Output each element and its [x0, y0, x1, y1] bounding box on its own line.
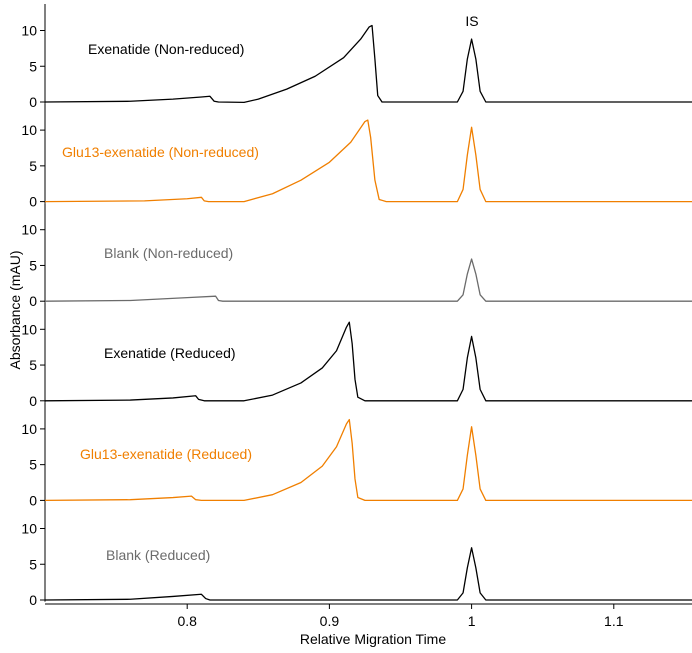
y-tick-label: 10	[21, 421, 37, 437]
panel-2: 0 5 10 Glu13-exenatide (Non-reduced)	[21, 103, 692, 210]
y-tick-label: 0	[29, 592, 37, 608]
panel-3: 0 5 10 Blank (Non-reduced)	[21, 203, 692, 309]
x-axis: 0.8 0.9 1 1.1	[45, 603, 692, 629]
x-tick-label: 0.8	[177, 613, 197, 629]
y-tick-label: 10	[21, 222, 37, 238]
y-tick-label: 0	[29, 194, 37, 210]
x-axis-label: Relative Migration Time	[300, 631, 446, 647]
is-peak-label: IS	[465, 13, 478, 29]
panel-label: Glu13-exenatide (Reduced)	[80, 446, 252, 462]
series-line	[44, 258, 692, 302]
panel-label: Glu13-exenatide (Non-reduced)	[62, 144, 259, 160]
panel-4: 0 5 10 Exenatide (Reduced)	[21, 302, 692, 409]
series-line	[44, 547, 692, 601]
x-tick-label: 1.1	[604, 613, 624, 629]
panel-label: Exenatide (Non-reduced)	[88, 41, 244, 57]
y-tick-label: 10	[21, 23, 37, 39]
y-tick-label: 0	[29, 293, 37, 309]
y-tick-label: 5	[29, 158, 37, 174]
panel-label: Blank (Reduced)	[106, 547, 210, 563]
series-line	[44, 119, 692, 203]
series-line	[44, 321, 692, 402]
y-tick-label: 10	[21, 521, 37, 537]
panel-6: 0 5 10 Blank (Reduced)	[21, 502, 692, 608]
y-axis-label: Absorbance (mAU)	[7, 250, 23, 369]
y-tick-label: 0	[29, 393, 37, 409]
y-tick-label: 5	[29, 357, 37, 373]
y-tick-label: 10	[21, 321, 37, 337]
panel-1: 0 5 10 Exenatide (Non-reduced)	[21, 4, 692, 110]
panel-label: Exenatide (Reduced)	[104, 345, 236, 361]
y-tick-label: 10	[21, 122, 37, 138]
y-tick-label: 5	[29, 257, 37, 273]
series-line	[44, 418, 692, 502]
y-tick-label: 0	[29, 94, 37, 110]
y-tick-label: 5	[29, 58, 37, 74]
panel-label: Blank (Non-reduced)	[104, 245, 233, 261]
panel-5: 0 5 10 Glu13-exenatide (Reduced)	[21, 402, 692, 508]
series-line	[44, 24, 692, 104]
panels-layer: 0 5 10 Exenatide (Non-reduced) 0 5 10 Glu13-exe…	[21, 4, 692, 608]
y-tick-label: 5	[29, 457, 37, 473]
y-tick-label: 0	[29, 492, 37, 508]
y-tick-label: 5	[29, 556, 37, 572]
x-tick-label: 1	[468, 613, 476, 629]
x-tick-label: 0.9	[320, 613, 340, 629]
